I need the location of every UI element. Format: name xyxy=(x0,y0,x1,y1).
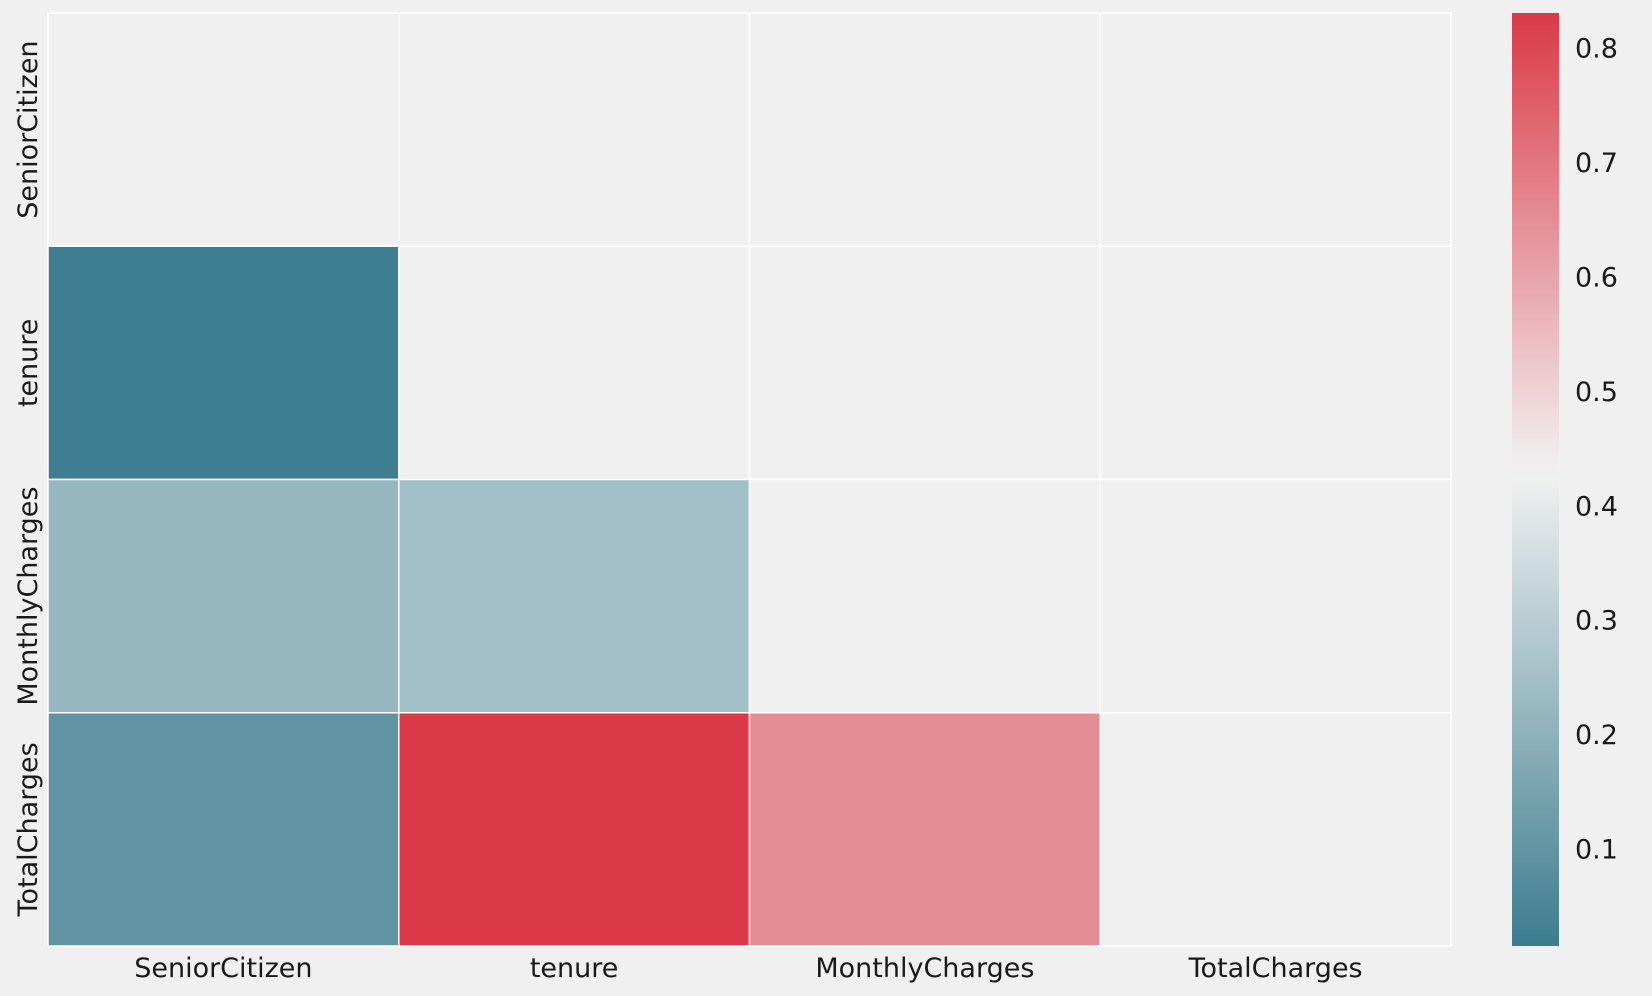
masked-cell xyxy=(748,245,1101,481)
heatmap-cell xyxy=(398,712,751,947)
heatmap-cell xyxy=(47,712,400,947)
masked-cell xyxy=(398,245,751,481)
heatmap-cell xyxy=(47,478,400,714)
colorbar-tick-label: 0.5 xyxy=(1575,377,1618,408)
y-tick-label: TotalCharges xyxy=(13,742,44,917)
heatmap-cells xyxy=(47,12,1452,947)
masked-cell xyxy=(1099,478,1452,714)
colorbar xyxy=(1512,13,1559,946)
heatmap-cell xyxy=(398,478,751,714)
masked-cell xyxy=(748,478,1101,714)
masked-cell xyxy=(1099,12,1452,247)
y-tick-label: SeniorCitizen xyxy=(13,40,44,218)
heatmap-cell xyxy=(748,712,1101,947)
colorbar-tick-labels: 0.1 0.2 0.3 0.4 0.5 0.6 0.7 0.8 xyxy=(1575,33,1618,865)
x-axis-tick-labels: SeniorCitizen tenure MonthlyCharges TotalCh… xyxy=(134,953,1362,984)
x-tick-label: SeniorCitizen xyxy=(134,953,312,984)
heatmap-cell xyxy=(47,245,400,481)
colorbar-tick-label: 0.3 xyxy=(1575,606,1618,637)
colorbar-tick-label: 0.7 xyxy=(1575,148,1618,179)
y-tick-label: MonthlyCharges xyxy=(13,487,44,706)
colorbar-tick-label: 0.8 xyxy=(1575,33,1618,64)
colorbar-tick-label: 0.4 xyxy=(1575,491,1618,522)
x-tick-label: tenure xyxy=(530,953,619,984)
y-axis-tick-labels: SeniorCitizen tenure MonthlyCharges TotalCh… xyxy=(13,40,44,917)
masked-cell xyxy=(1099,245,1452,481)
colorbar-tick-label: 0.6 xyxy=(1575,262,1618,293)
masked-cell xyxy=(398,12,751,247)
x-tick-label: MonthlyCharges xyxy=(815,953,1034,984)
y-tick-label: tenure xyxy=(13,319,44,408)
masked-cell xyxy=(748,12,1101,247)
colorbar-tick-label: 0.2 xyxy=(1575,720,1618,751)
masked-cell xyxy=(1099,712,1452,947)
x-tick-label: TotalCharges xyxy=(1188,953,1363,984)
colorbar-tick-label: 0.1 xyxy=(1575,835,1618,866)
masked-cell xyxy=(47,12,400,247)
